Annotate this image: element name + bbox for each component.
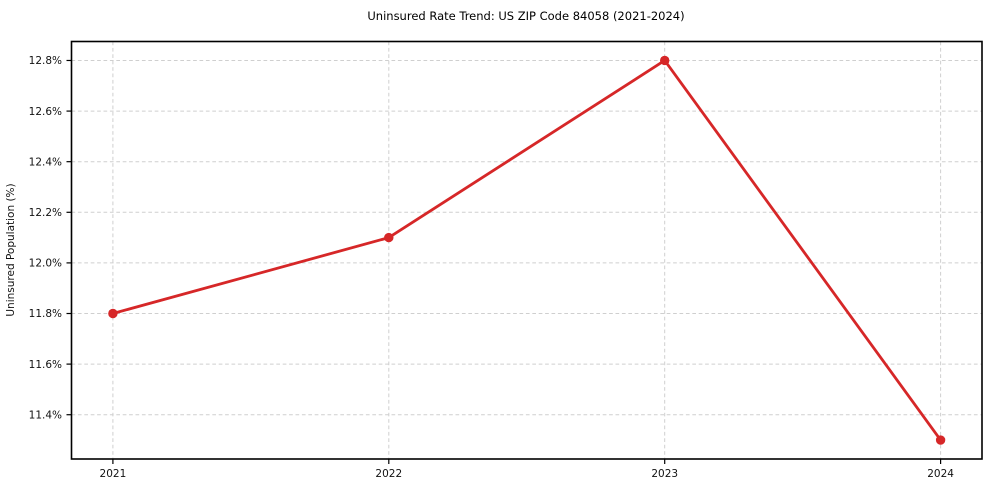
data-point-2023 [660,55,670,66]
x-tick-label: 2021 [100,468,127,480]
x-tick-label: 2022 [375,468,402,480]
y-tick-label: 12.0% [29,258,62,270]
y-tick-label: 11.8% [29,308,62,320]
y-tick-label: 11.4% [29,409,62,421]
y-tick-label: 12.4% [29,156,62,168]
data-point-2024 [935,435,946,445]
y-tick-label: 12.6% [29,106,62,118]
y-tick-label: 11.6% [29,359,62,371]
chart-title: Uninsured Rate Trend: US ZIP Code 84058 … [367,9,684,23]
x-tick-label: 2023 [651,468,678,480]
y-tick-label: 12.2% [29,207,62,219]
y-axis-label: Uninsured Population (%) [5,183,17,316]
plot-area: 2021 2022 2023 2024 11.4% 11.6% 11.8% 12.0% 12.2… [29,40,983,480]
x-tick-label: 2024 [927,468,954,480]
plot-border [70,40,983,460]
data-point-2021 [108,308,118,319]
trend-line [111,59,942,442]
y-tick-label: 12.8% [29,55,62,67]
data-point-2022 [384,232,394,243]
